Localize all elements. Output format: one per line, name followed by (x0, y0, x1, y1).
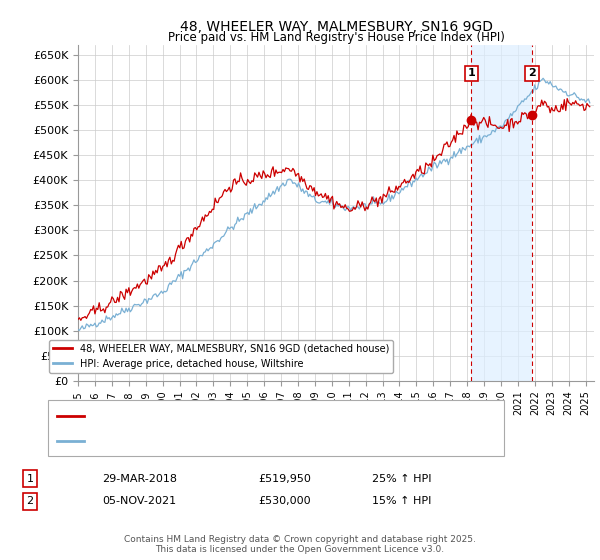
Text: 15% ↑ HPI: 15% ↑ HPI (372, 496, 431, 506)
Text: 29-MAR-2018: 29-MAR-2018 (102, 474, 177, 484)
Text: 05-NOV-2021: 05-NOV-2021 (102, 496, 176, 506)
Text: 48, WHEELER WAY, MALMESBURY, SN16 9GD (detached house): 48, WHEELER WAY, MALMESBURY, SN16 9GD (d… (90, 411, 419, 421)
Legend: 48, WHEELER WAY, MALMESBURY, SN16 9GD (detached house), HPI: Average price, deta: 48, WHEELER WAY, MALMESBURY, SN16 9GD (d… (49, 340, 393, 372)
Text: Contains HM Land Registry data © Crown copyright and database right 2025.
This d: Contains HM Land Registry data © Crown c… (124, 535, 476, 554)
Text: £530,000: £530,000 (258, 496, 311, 506)
Text: £519,950: £519,950 (258, 474, 311, 484)
Text: HPI: Average price, detached house, Wiltshire: HPI: Average price, detached house, Wilt… (90, 436, 329, 446)
Text: 25% ↑ HPI: 25% ↑ HPI (372, 474, 431, 484)
Text: 2: 2 (26, 496, 34, 506)
Text: 1: 1 (467, 68, 475, 78)
Bar (471, 45, 532, 381)
Text: Price paid vs. HM Land Registry's House Price Index (HPI): Price paid vs. HM Land Registry's House … (167, 31, 505, 44)
Text: 48, WHEELER WAY, MALMESBURY, SN16 9GD: 48, WHEELER WAY, MALMESBURY, SN16 9GD (179, 20, 493, 34)
Text: 2: 2 (528, 68, 536, 78)
Text: 1: 1 (26, 474, 34, 484)
